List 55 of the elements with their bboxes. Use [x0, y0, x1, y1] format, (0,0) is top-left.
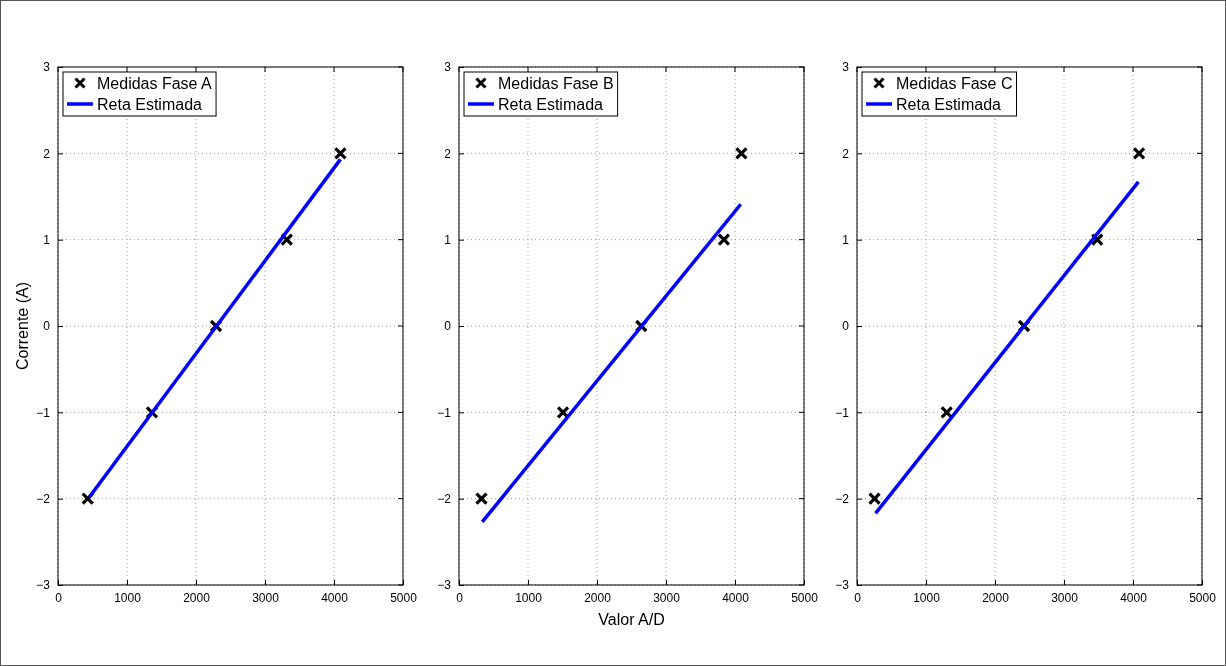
y-tick-label: −2 [835, 492, 850, 507]
x-tick-label: 0 [854, 590, 862, 605]
y-tick-label: 0 [842, 319, 850, 334]
legend-label: Reta Estimada [498, 96, 604, 113]
x-tick-label: 3000 [1051, 590, 1079, 605]
x-tick-label: 5000 [791, 590, 819, 605]
point [333, 146, 348, 160]
y-tick-label: 2 [842, 146, 850, 161]
y-tick-label: 3 [43, 60, 51, 75]
point [734, 146, 749, 160]
x-tick-label: 2000 [584, 590, 612, 605]
point [1090, 233, 1104, 247]
x-tick-label: 2000 [982, 590, 1010, 605]
x-tick-label: 4000 [722, 590, 750, 605]
point [280, 233, 294, 247]
y-tick-label: −3 [835, 578, 850, 593]
y-tick-label: 2 [444, 146, 452, 161]
y-axis-title: Corrente (A) [14, 281, 31, 371]
legend-label: Reta Estimada [896, 96, 1002, 113]
y-tick-label: −1 [437, 405, 452, 420]
y-tick-label: 0 [43, 319, 51, 334]
y-tick-label: −1 [835, 405, 850, 420]
legend-label: Medidas Fase B [498, 75, 614, 92]
y-tick-label: −3 [36, 578, 51, 593]
point [717, 233, 731, 247]
x-tick-label: 3000 [252, 590, 280, 605]
x-tick-label: 1000 [114, 590, 142, 605]
y-tick-label: −2 [36, 492, 51, 507]
y-tick-label: 1 [842, 233, 850, 248]
x-tick-label: 1000 [515, 590, 543, 605]
x-tick-label: 0 [456, 590, 464, 605]
x-tick-label: 5000 [390, 590, 418, 605]
y-tick-label: −2 [437, 492, 452, 507]
point [867, 492, 882, 506]
x-tick-label: 1000 [913, 590, 941, 605]
x-tick-label: 2000 [183, 590, 211, 605]
x-tick-label: 4000 [1120, 590, 1148, 605]
legend-label: Reta Estimada [97, 96, 203, 113]
y-tick-label: 1 [444, 233, 452, 248]
x-tick-label: 0 [55, 590, 63, 605]
y-tick-label: 1 [43, 233, 51, 248]
x-tick-label: 3000 [653, 590, 681, 605]
y-tick-label: 3 [444, 60, 452, 75]
y-tick-label: −3 [437, 578, 452, 593]
y-tick-label: 3 [842, 60, 850, 75]
legend-label: Medidas Fase A [97, 75, 213, 92]
x-tick-label: 4000 [321, 590, 349, 605]
point [474, 492, 489, 506]
y-tick-label: 0 [444, 319, 452, 334]
x-axis-title: Valor A/D [598, 611, 665, 628]
y-tick-label: −1 [36, 405, 51, 420]
y-tick-label: 2 [43, 146, 51, 161]
legend-label: Medidas Fase C [896, 75, 1013, 92]
x-tick-label: 5000 [1189, 590, 1217, 605]
point [1132, 146, 1146, 160]
